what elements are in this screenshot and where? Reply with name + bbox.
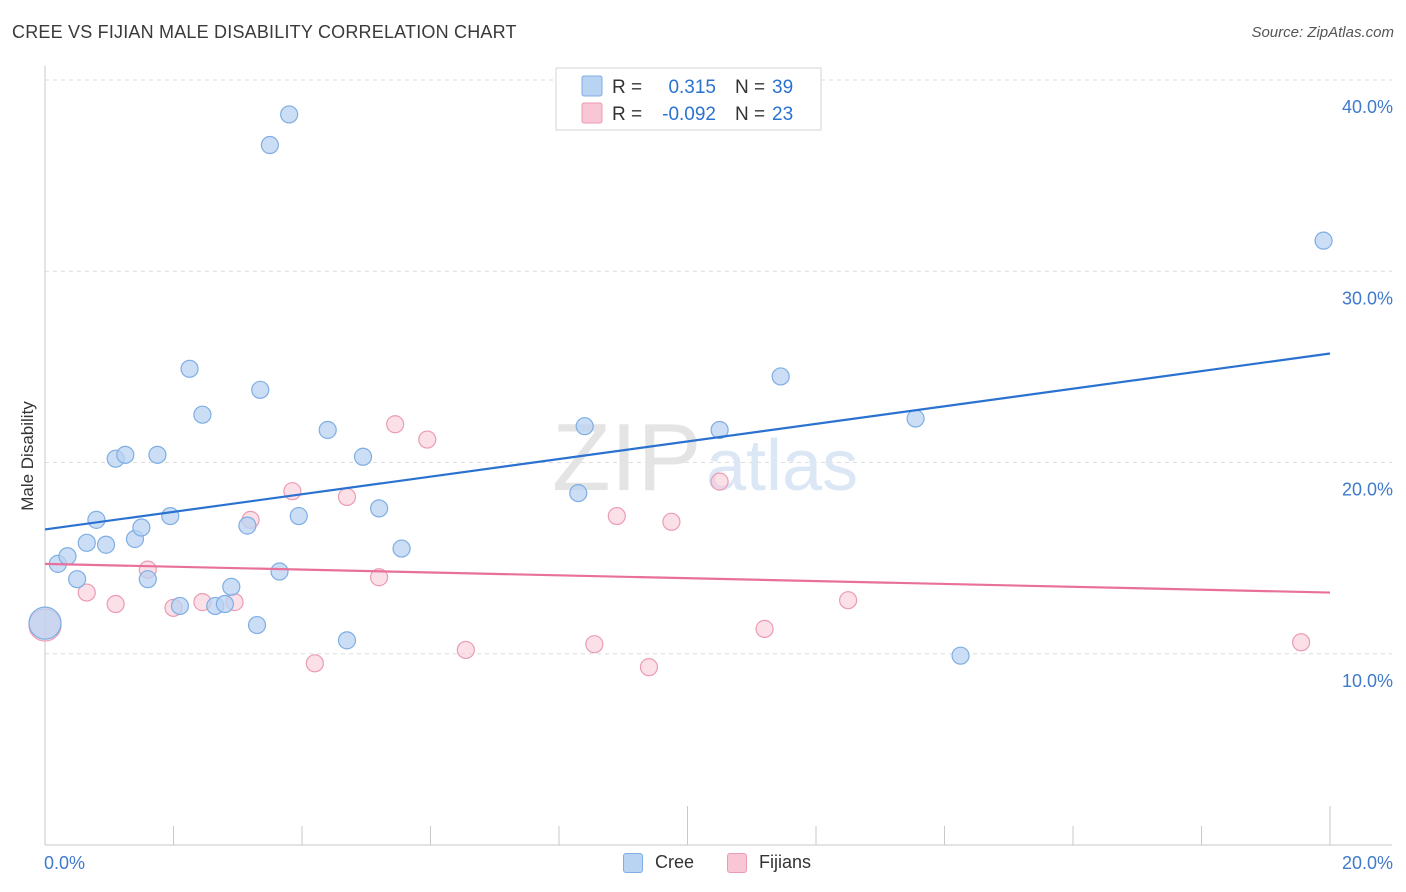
- cree-point-35: [771, 367, 790, 386]
- y-tick-label-40: 40.0%: [1342, 97, 1393, 117]
- y-tick-label-10: 10.0%: [1342, 671, 1393, 691]
- legend-label-cree: Cree: [655, 852, 695, 872]
- fijians-point-17: [639, 658, 659, 677]
- legend-r-label-fijians: R =: [612, 104, 642, 125]
- fijians-point-20: [755, 619, 774, 638]
- x-tick-label-0: 0.0%: [44, 853, 85, 873]
- legend-swatch-cree: [581, 75, 603, 97]
- cree-point-24: [270, 562, 289, 581]
- cree-point-23: [260, 135, 279, 155]
- fijians-trend-line: [44, 562, 1331, 594]
- legend-swatch-fijians-bottom: [727, 852, 747, 873]
- cree-point-8: [116, 445, 135, 464]
- cree-point-19: [222, 577, 241, 596]
- cree-point-27: [318, 420, 337, 440]
- legend-r-value-fijians: -0.092: [662, 104, 716, 125]
- fijians-point-14: [456, 640, 475, 660]
- fijians-point-2: [106, 594, 125, 614]
- legend-bottom: Cree Fijians: [0, 852, 1406, 878]
- legend-box: R = 0.315 N = 39 R = -0.092 N = 23: [555, 67, 822, 131]
- fijians-point-11: [370, 568, 389, 587]
- cree-point-28: [337, 631, 357, 650]
- grid-lines: [45, 79, 1392, 655]
- legend-r-value-cree: 0.315: [668, 77, 716, 98]
- cree-point-15: [180, 359, 199, 378]
- fijians-point-12: [386, 415, 405, 434]
- cree-point-31: [392, 539, 411, 558]
- y-tick-label-20: 20.0%: [1342, 480, 1393, 500]
- trend-lines: [44, 352, 1331, 594]
- cree-point-14: [170, 596, 190, 616]
- cree-point-4: [77, 533, 96, 552]
- cree-point-0: [28, 606, 62, 640]
- cree-point-36: [906, 409, 925, 428]
- cree-point-38: [1314, 231, 1333, 250]
- x-tick-labels: 0.0% 20.0%: [44, 853, 1393, 873]
- watermark: ZIP atlas: [552, 404, 858, 511]
- legend-item-fijians: Fijians: [727, 852, 811, 873]
- cree-point-3: [68, 570, 87, 589]
- legend-r-label-cree: R =: [612, 77, 642, 98]
- cree-trend-line: [44, 352, 1331, 531]
- fijians-point-16: [607, 506, 626, 526]
- fijians-point-15: [585, 635, 604, 654]
- data-points: [28, 105, 1333, 677]
- cree-point-18: [215, 594, 234, 614]
- cree-point-33: [575, 417, 594, 436]
- fijians-point-19: [710, 472, 729, 491]
- legend-n-label-cree: N =: [735, 77, 765, 98]
- chart-title: CREE VS FIJIAN MALE DISABILITY CORRELATI…: [12, 22, 517, 42]
- fijians-point-1: [77, 583, 96, 602]
- legend-swatch-fijians: [581, 102, 603, 124]
- cree-point-5: [87, 510, 106, 529]
- axes: [44, 66, 1392, 846]
- fijians-point-13: [418, 430, 437, 449]
- cree-point-21: [247, 615, 267, 635]
- legend-label-fijians: Fijians: [759, 852, 812, 872]
- legend-n-value-fijians: 23: [772, 104, 793, 125]
- cree-point-34: [710, 420, 729, 440]
- cree-point-20: [238, 516, 257, 535]
- cree-point-32: [569, 484, 588, 503]
- legend-n-label-fijians: N =: [735, 104, 765, 125]
- legend-n-value-cree: 39: [772, 77, 793, 98]
- legend-item-cree: Cree: [623, 852, 694, 873]
- cree-point-29: [353, 447, 373, 466]
- y-tick-labels: 10.0% 20.0% 30.0% 40.0%: [1342, 97, 1393, 691]
- cree-point-11: [138, 570, 157, 589]
- cree-point-12: [148, 445, 167, 464]
- source-label: Source: ZipAtlas.com: [1251, 24, 1394, 41]
- fijians-point-22: [1291, 633, 1311, 652]
- watermark-atlas: atlas: [706, 426, 858, 506]
- cree-point-26: [289, 506, 308, 526]
- cree-point-25: [280, 105, 299, 124]
- fijians-point-8: [305, 654, 324, 673]
- cree-point-22: [251, 380, 270, 399]
- cree-point-37: [951, 646, 970, 665]
- cree-point-16: [193, 405, 212, 424]
- cree-point-6: [96, 535, 116, 554]
- fijians-point-21: [839, 591, 858, 610]
- cree-point-30: [370, 499, 389, 518]
- cree-point-2: [58, 547, 77, 566]
- cree-point-13: [161, 506, 180, 526]
- x-tick-label-20: 20.0%: [1342, 853, 1393, 873]
- fijians-point-18: [662, 512, 681, 531]
- y-tick-label-30: 30.0%: [1342, 288, 1393, 308]
- cree-point-10: [132, 518, 151, 537]
- legend-swatch-cree-bottom: [623, 852, 643, 873]
- fijians-point-10: [337, 487, 357, 507]
